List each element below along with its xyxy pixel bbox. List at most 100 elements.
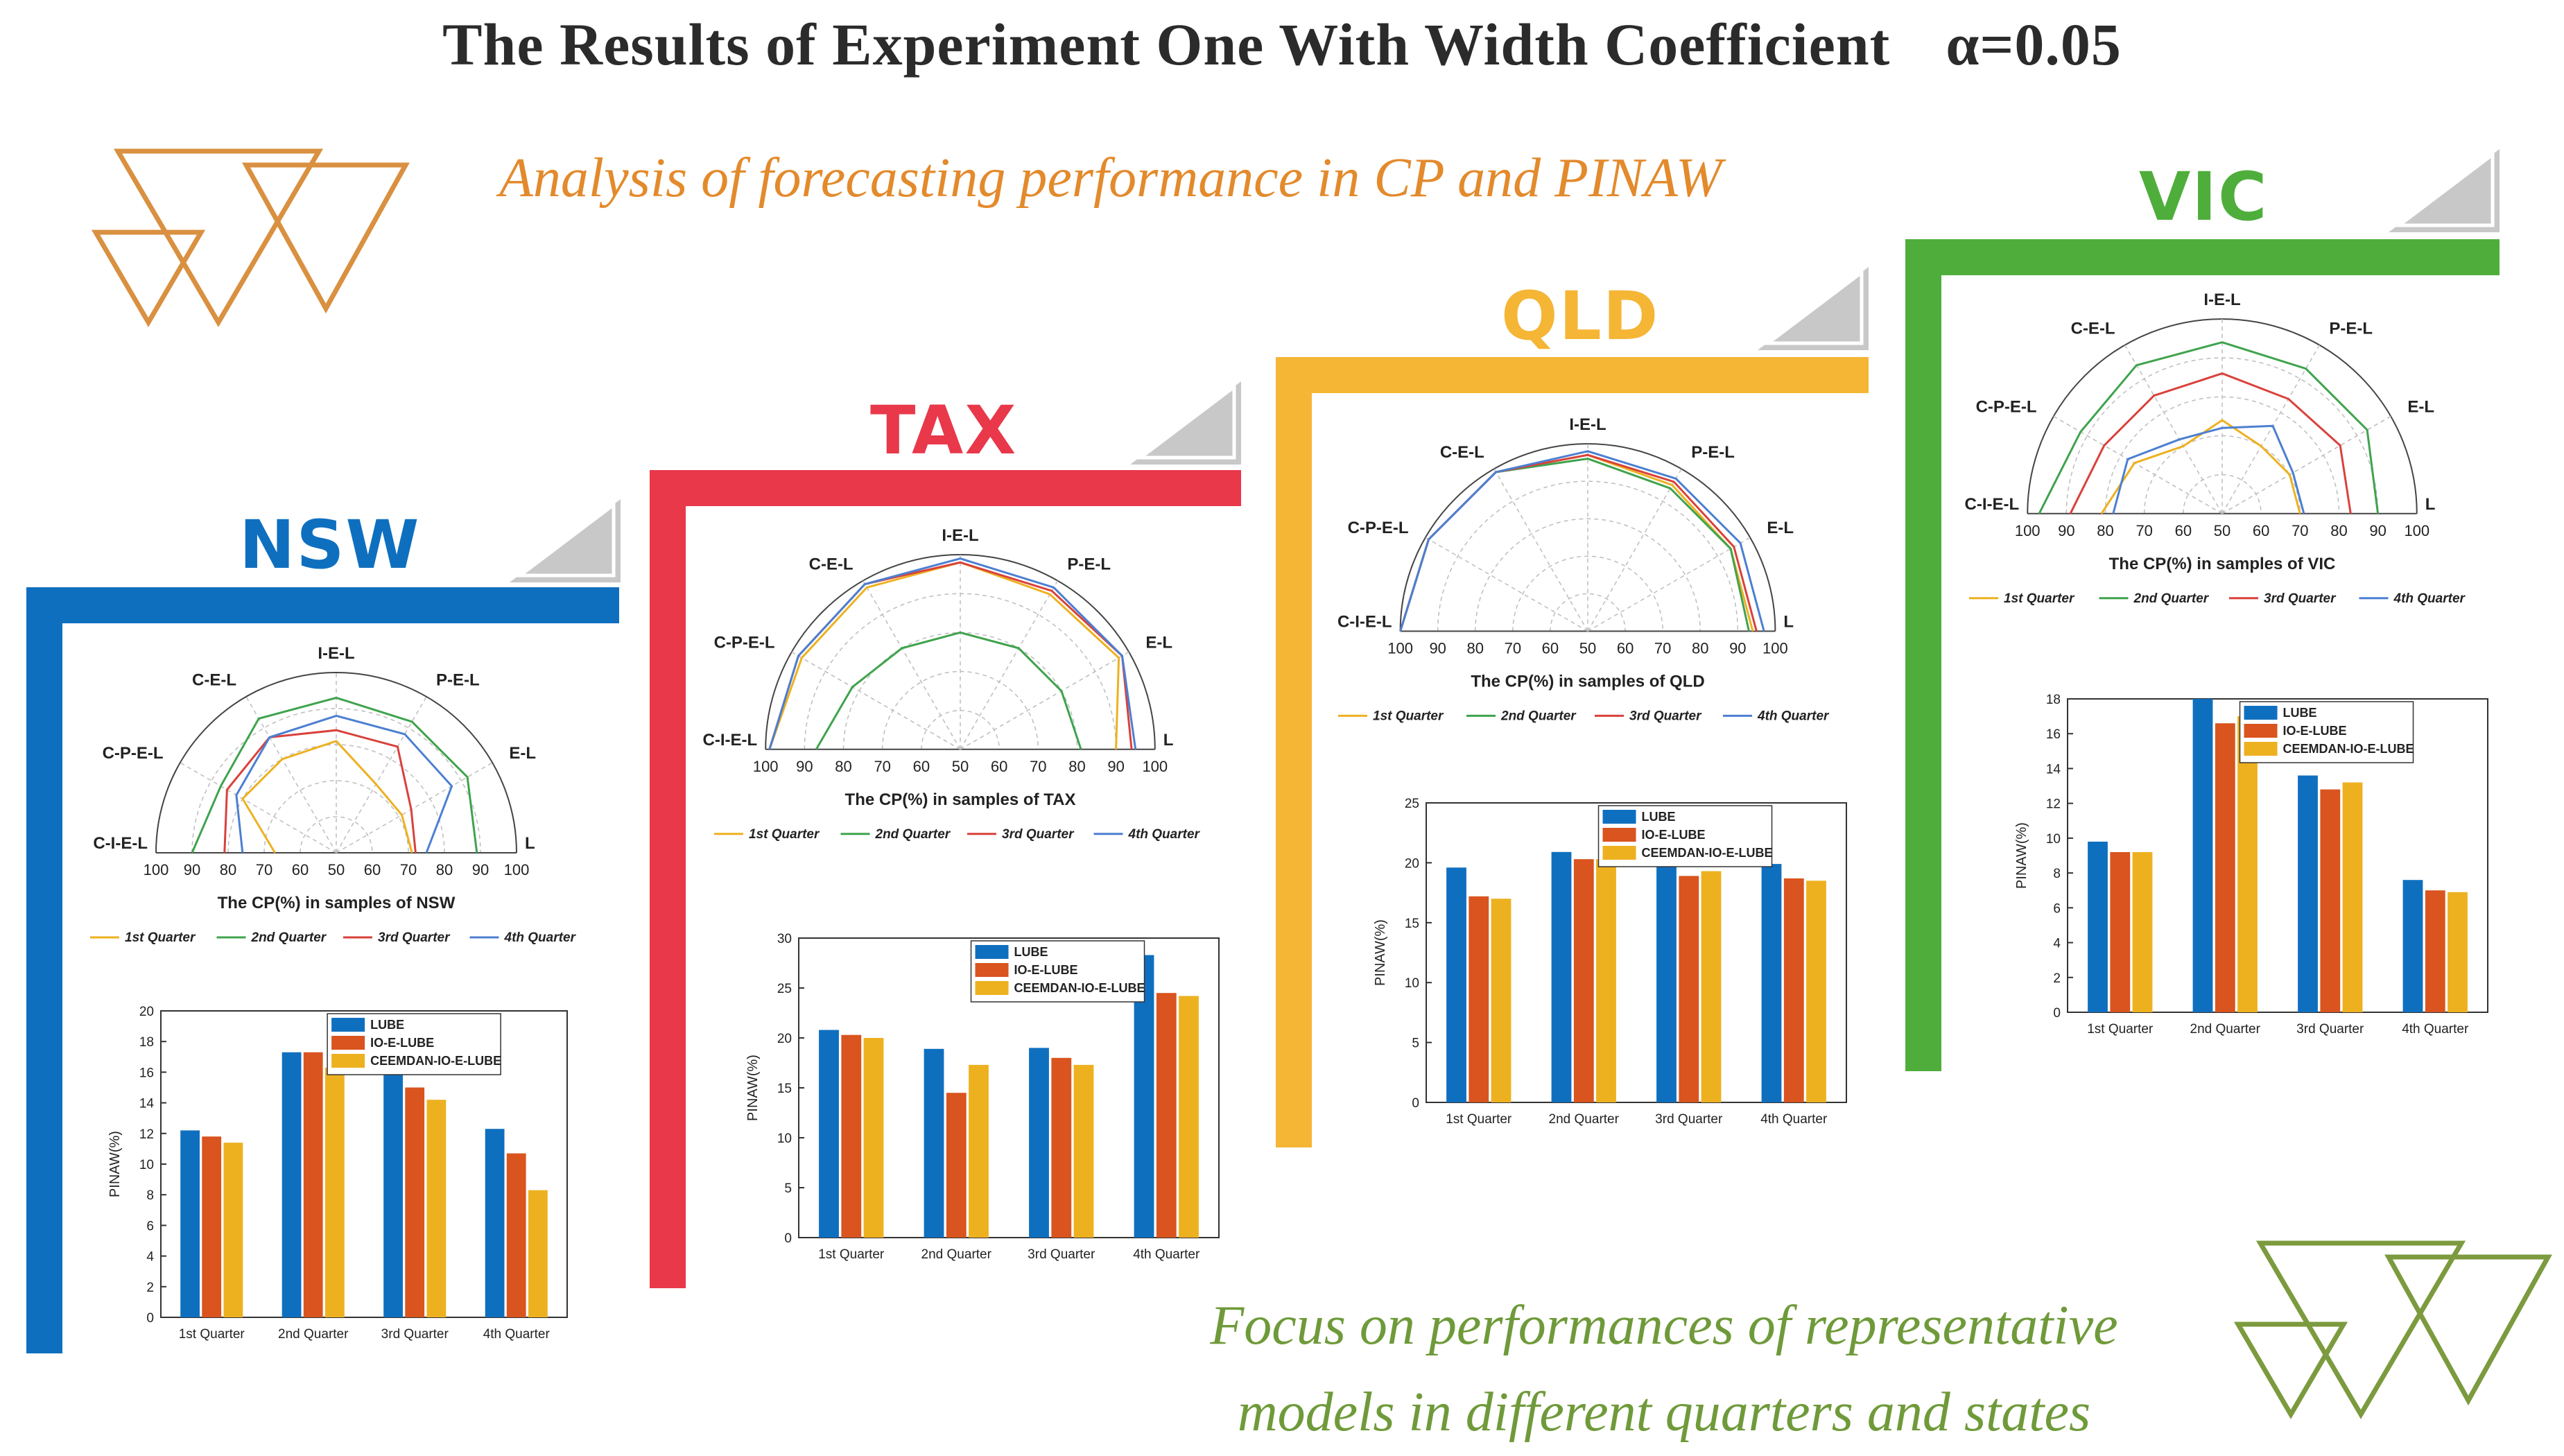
polar-spoke	[1587, 468, 1682, 632]
polar-angle-label: L	[525, 834, 535, 853]
bar-1	[383, 1057, 403, 1317]
vic-frame-left	[1905, 239, 1941, 1071]
bar-3	[863, 1038, 884, 1238]
bar-y-tick-label: 14	[2046, 762, 2061, 777]
title-alpha: α=0.05	[1946, 11, 2122, 78]
polar-angle-label: C-E-L	[1440, 443, 1484, 462]
bar-x-tick-label: 4th Quarter	[2402, 1022, 2469, 1037]
vic-polar-chart: L E-L P-E-L I-E-L C-E-L C-P-E-L C-I-E-L 100 90 80…	[1965, 291, 2466, 606]
bar-y-tick-label: 18	[2046, 693, 2061, 707]
vic-bar-chart: 0 2 4 6 8 10 12 14 16 18 PINAW(%) 1st Quarter 2nd Qu…	[2014, 693, 2488, 1037]
polar-radial-tick: 90	[1729, 639, 1746, 657]
state-label-qld: QLD	[1501, 277, 1660, 355]
subtitle-bottom-line2: models in different quarters and states	[1237, 1382, 2091, 1443]
polar-radial-tick: 100	[753, 758, 779, 775]
bar-y-tick-label: 0	[146, 1311, 154, 1326]
legend-label: 3rd Quarter	[378, 930, 451, 945]
bar-3	[2448, 892, 2468, 1012]
polar-angle-label: E-L	[1145, 633, 1172, 652]
tax-polar-card: L E-L P-E-L I-E-L C-E-L C-P-E-L C-I-E-L 100 90 80…	[700, 527, 1234, 901]
vic-polar-card: L E-L P-E-L I-E-L C-E-L C-P-E-L C-I-E-L 100 90 80…	[1955, 291, 2503, 666]
polar-angle-label: P-E-L	[436, 671, 480, 690]
qld-polar-chart: L E-L P-E-L I-E-L C-E-L C-P-E-L C-I-E-L 100 90 80…	[1337, 416, 1830, 723]
polar-title: The CP(%) in samples of QLD	[1471, 672, 1704, 691]
polar-angle-label: L	[1163, 731, 1174, 749]
qld-polar-card: L E-L P-E-L I-E-L C-E-L C-P-E-L C-I-E-L 100 90 80…	[1324, 416, 1865, 777]
bar-y-label: PINAW(%)	[107, 1131, 123, 1197]
polar-series-3	[2069, 372, 2352, 514]
bar-y-tick-label: 6	[146, 1219, 154, 1233]
nsw-frame-top	[26, 587, 619, 623]
tax-bar-chart: 0 5 10 15 20 25 30 PINAW(%) 1st Quarter 2nd Quart…	[745, 932, 1220, 1262]
bar-x-tick-label: 2nd Quarter	[921, 1247, 992, 1262]
legend-swatch	[2244, 724, 2278, 738]
polar-angle-label: C-P-E-L	[714, 633, 775, 652]
polar-radial-tick: 90	[2369, 522, 2386, 539]
polar-radial-tick: 80	[835, 758, 851, 775]
subtitle-top: Analysis of forecasting performance in C…	[499, 148, 1722, 209]
polar-title: The CP(%) in samples of TAX	[845, 790, 1076, 809]
bar-2	[506, 1153, 526, 1317]
polar-series-1	[2100, 419, 2301, 514]
polar-radial-tick: 90	[472, 861, 489, 878]
bar-1	[281, 1052, 302, 1317]
bar-1	[2088, 841, 2108, 1012]
legend-label: LUBE	[1014, 945, 1048, 959]
polar-title: The CP(%) in samples of NSW	[218, 894, 456, 912]
polar-radial-tick: 60	[292, 861, 309, 878]
subtitle-bottom-line1: Focus on performances of representative	[1210, 1295, 2118, 1356]
bar-y-tick-label: 5	[1412, 1037, 1419, 1051]
polar-series-3	[1399, 453, 1758, 632]
bar-1	[2298, 775, 2318, 1012]
polar-grid-ring	[1512, 555, 1663, 632]
polar-series-4	[1399, 450, 1765, 632]
bar-y-tick-label: 0	[1412, 1096, 1419, 1111]
polar-grid	[155, 672, 517, 853]
bar-3	[969, 1064, 989, 1238]
bar-x-tick-label: 4th Quarter	[483, 1327, 551, 1342]
bar-x-tick-label: 3rd Quarter	[2296, 1022, 2364, 1037]
bar-y-tick-label: 20	[1405, 856, 1419, 871]
polar-spoke	[2053, 415, 2223, 514]
polar-series-2	[1399, 458, 1750, 632]
bar-axes-box	[1426, 802, 1847, 1103]
legend-label: 1st Quarter	[1373, 709, 1444, 723]
tax-frame-top	[650, 470, 1241, 506]
polar-radial-tick: 100	[1762, 639, 1788, 657]
legend-swatch	[1602, 828, 1636, 842]
bar-y-tick-label: 10	[777, 1132, 792, 1146]
polar-radial-tick: 100	[2404, 522, 2429, 539]
polar-spoke	[2221, 415, 2391, 514]
bar-2	[303, 1052, 323, 1317]
bar-1	[2192, 699, 2213, 1012]
nsw-bar-chart: 0 2 4 6 8 10 12 14 16 18 20 PINAW(%) 1st Quarter 2nd …	[107, 1005, 568, 1342]
bar-3	[2342, 782, 2363, 1012]
bar-2	[2110, 852, 2131, 1012]
nsw-polar-card: L E-L P-E-L I-E-L C-E-L C-P-E-L C-I-E-L 100 90 80…	[76, 645, 610, 991]
polar-angle-label: C-I-E-L	[703, 731, 758, 749]
bar-3	[528, 1190, 548, 1317]
polar-radial-tick: 90	[184, 861, 200, 878]
polar-radial-tick: 70	[2136, 522, 2152, 539]
bar-3	[426, 1100, 447, 1317]
legend-label: 1st Quarter	[749, 827, 820, 842]
polar-spoke	[2221, 345, 2321, 514]
polar-angle-label: C-I-E-L	[1337, 612, 1392, 631]
polar-spoke	[180, 762, 337, 853]
polar-radial-tick: 90	[796, 758, 813, 775]
polar-radial-tick: 70	[1030, 758, 1046, 775]
polar-radial-tick: 80	[436, 861, 453, 878]
bar-1	[924, 1048, 944, 1238]
bar-y-tick-label: 4	[2053, 937, 2061, 951]
polar-radial-tick: 80	[2097, 522, 2113, 539]
polar-angle-label: L	[1783, 612, 1794, 631]
bar-y-label: PINAW(%)	[745, 1055, 761, 1121]
bar-x-tick-label: 3rd Quarter	[381, 1327, 449, 1342]
polar-radial-tick: 70	[400, 861, 417, 878]
polar-radial-tick: 70	[1654, 639, 1671, 657]
polar-outer-ring	[765, 554, 1156, 749]
polar-series-3	[768, 561, 1133, 750]
bar-1	[1656, 866, 1677, 1102]
bar-1	[2402, 880, 2423, 1012]
legend-label: CEEMDAN-IO-E-LUBE	[370, 1054, 501, 1068]
